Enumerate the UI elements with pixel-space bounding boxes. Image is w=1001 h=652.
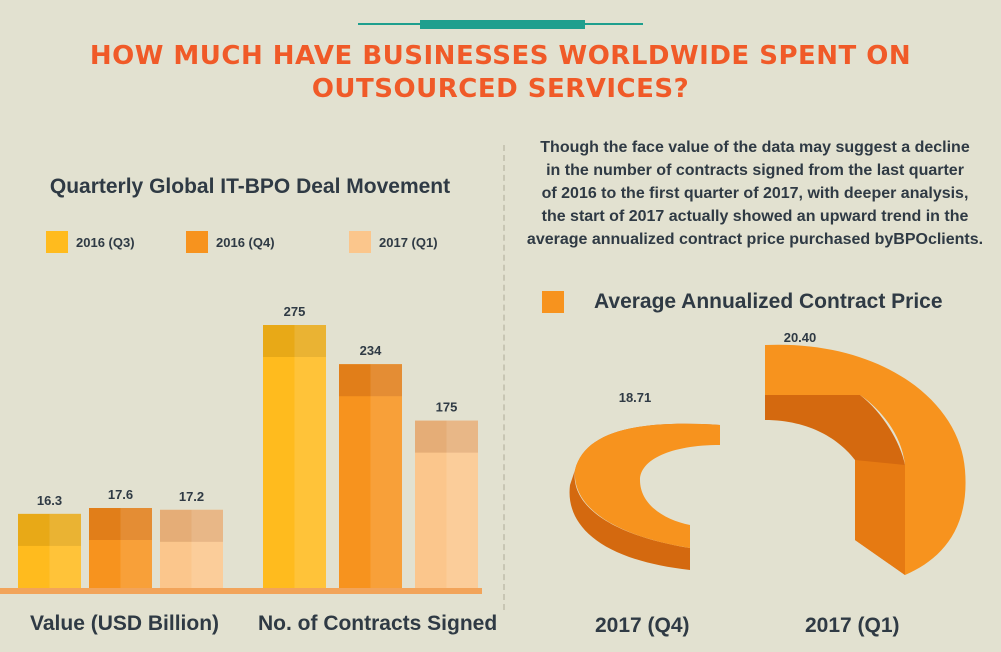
bar-cap (18, 513, 81, 546)
bar-value-label: 275 (284, 304, 306, 319)
price-category-label-0: 2017 (Q4) (595, 614, 690, 637)
insight-paragraph: Though the face value of the data may su… (515, 136, 995, 251)
axis-label-contracts: No. of Contracts Signed (258, 612, 498, 635)
bar-highlight (49, 513, 81, 588)
legend-item-2016-q4: 2016 (Q4) (186, 230, 275, 254)
bar-highlight (370, 364, 402, 588)
bar-cap (263, 325, 326, 357)
bar-value-label: 175 (436, 400, 458, 415)
bar-highlight (294, 325, 326, 588)
chart-baseline (0, 588, 482, 594)
paragraph-line: Though the face value of the data may su… (540, 139, 970, 156)
page-title: HOW MUCH HAVE BUSINESSES WORLDWIDE SPENT… (0, 40, 1001, 106)
price-category-label-1: 2017 (Q1) (805, 614, 900, 637)
legend-swatch (186, 231, 208, 253)
bar-highlight (120, 508, 152, 588)
bar-value-label: 16.3 (37, 493, 62, 508)
bar-cap (339, 364, 402, 397)
panel-divider (503, 145, 505, 610)
bar-cap (415, 420, 478, 453)
price-value-label-1: 20.40 (784, 330, 817, 345)
bar-highlight (446, 420, 478, 588)
price-legend: Average Annualized Contract Price (542, 290, 943, 314)
legend-item-2017-q1: 2017 (Q1) (349, 230, 438, 254)
legend-label: 2017 (Q1) (379, 234, 438, 250)
ring-shape-1-top (765, 344, 966, 575)
legend-swatch (46, 231, 68, 253)
paragraph-line: the start of 2017 actually showed an upw… (541, 208, 969, 225)
ring-shape-0-side (569, 423, 720, 570)
bar-highlight (191, 509, 223, 588)
paragraph-line: in the number of contracts signed from t… (546, 162, 964, 179)
bar-cap (160, 509, 223, 542)
legend-label: 2016 (Q3) (76, 234, 135, 250)
axis-label-value: Value (USD Billion) (30, 612, 220, 635)
legend-label: 2016 (Q4) (216, 234, 275, 250)
title-line-2: OUTSOURCED SERVICES? (311, 74, 690, 104)
deal-movement-bar-chart: 16.3 17.6 17.2 275 234 175 (0, 304, 482, 594)
paragraph-line: average annualized contract price purcha… (526, 231, 984, 248)
bar-value-label: 234 (360, 343, 382, 358)
price-legend-swatch (542, 291, 564, 313)
bar (263, 325, 326, 588)
ring-shape-0-top (574, 423, 720, 548)
top-accent-bar (358, 20, 643, 29)
legend-swatch (349, 231, 371, 253)
bar-cap (89, 508, 152, 540)
price-legend-label: Average Annualized Contract Price (594, 290, 943, 313)
paragraph-line: of 2016 to the first quarter of 2017, wi… (541, 185, 969, 202)
bar-value-label: 17.2 (179, 489, 204, 504)
left-chart-title: Quarterly Global IT-BPO Deal Movement (49, 175, 451, 198)
bar (339, 364, 402, 588)
legend-item-2016-q3: 2016 (Q3) (46, 230, 135, 254)
bar-value-label: 17.6 (108, 487, 133, 502)
ring-shape-1-cut-face (855, 460, 905, 575)
price-value-label-0: 18.71 (619, 390, 652, 405)
title-line-1: HOW MUCH HAVE BUSINESSES WORLDWIDE SPENT… (89, 41, 912, 71)
